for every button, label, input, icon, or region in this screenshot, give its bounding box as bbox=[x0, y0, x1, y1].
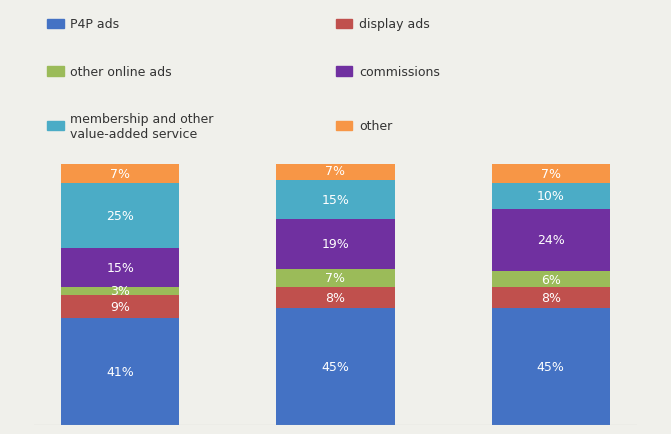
Bar bbox=[61, 183, 179, 248]
Text: 7%: 7% bbox=[110, 168, 130, 181]
Text: 41%: 41% bbox=[106, 365, 134, 378]
Text: 3%: 3% bbox=[110, 285, 130, 298]
Bar bbox=[276, 181, 395, 220]
Text: 25%: 25% bbox=[106, 209, 134, 222]
Text: 10%: 10% bbox=[537, 190, 565, 203]
Bar bbox=[492, 272, 610, 287]
Text: 7%: 7% bbox=[325, 272, 346, 285]
Bar bbox=[61, 295, 179, 319]
Text: other online ads: other online ads bbox=[70, 66, 172, 79]
Bar bbox=[276, 308, 395, 425]
Bar bbox=[61, 319, 179, 425]
Text: 8%: 8% bbox=[541, 291, 561, 304]
Text: 15%: 15% bbox=[106, 261, 134, 274]
Text: 15%: 15% bbox=[321, 194, 350, 207]
Text: 7%: 7% bbox=[541, 168, 561, 181]
Bar bbox=[276, 287, 395, 308]
Bar bbox=[276, 269, 395, 287]
Text: other: other bbox=[359, 120, 393, 133]
Bar bbox=[61, 165, 179, 183]
Bar bbox=[276, 162, 395, 181]
Text: commissions: commissions bbox=[359, 66, 440, 79]
Bar bbox=[61, 287, 179, 295]
Text: membership and other
value-added service: membership and other value-added service bbox=[70, 112, 214, 140]
Text: 19%: 19% bbox=[321, 238, 350, 251]
Bar bbox=[492, 165, 610, 183]
Bar bbox=[492, 209, 610, 272]
Text: P4P ads: P4P ads bbox=[70, 18, 119, 31]
Bar bbox=[276, 220, 395, 269]
Text: 6%: 6% bbox=[541, 273, 561, 286]
Bar bbox=[492, 308, 610, 425]
Text: 45%: 45% bbox=[537, 360, 565, 373]
Bar bbox=[492, 287, 610, 308]
Text: 9%: 9% bbox=[110, 300, 130, 313]
Text: 7%: 7% bbox=[325, 165, 346, 178]
Text: 45%: 45% bbox=[321, 360, 350, 373]
Bar bbox=[492, 183, 610, 209]
Text: 8%: 8% bbox=[325, 291, 346, 304]
Text: 24%: 24% bbox=[537, 234, 565, 247]
Bar bbox=[61, 248, 179, 287]
Text: display ads: display ads bbox=[359, 18, 429, 31]
